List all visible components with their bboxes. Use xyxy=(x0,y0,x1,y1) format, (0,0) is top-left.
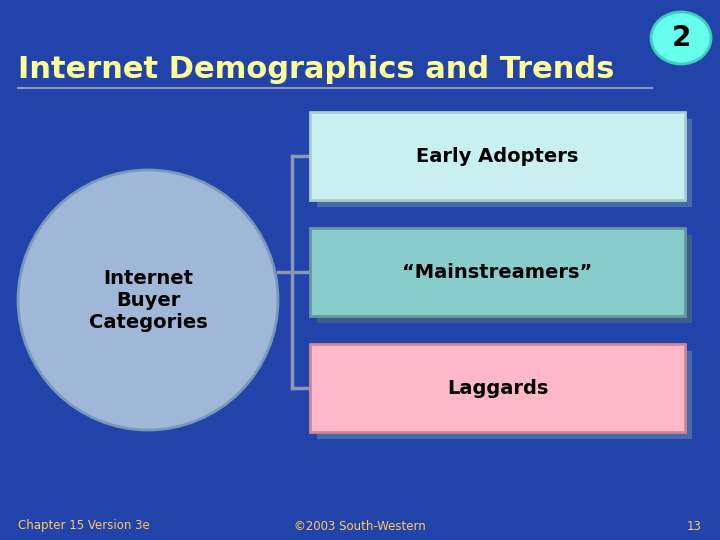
Text: Early Adopters: Early Adopters xyxy=(416,146,579,165)
FancyBboxPatch shape xyxy=(310,112,685,200)
Text: Internet
Buyer
Categories: Internet Buyer Categories xyxy=(89,268,207,332)
Ellipse shape xyxy=(651,12,711,64)
Text: Chapter 15 Version 3e: Chapter 15 Version 3e xyxy=(18,519,150,532)
FancyBboxPatch shape xyxy=(310,228,685,316)
FancyBboxPatch shape xyxy=(317,351,692,439)
FancyBboxPatch shape xyxy=(317,235,692,323)
Text: 2: 2 xyxy=(671,24,690,52)
Ellipse shape xyxy=(18,170,278,430)
FancyBboxPatch shape xyxy=(310,344,685,432)
Text: Laggards: Laggards xyxy=(447,379,548,397)
Text: “Mainstreamers”: “Mainstreamers” xyxy=(402,262,593,281)
Text: Internet Demographics and Trends: Internet Demographics and Trends xyxy=(18,55,614,84)
FancyBboxPatch shape xyxy=(317,119,692,207)
Text: ©2003 South-Western: ©2003 South-Western xyxy=(294,519,426,532)
Text: 13: 13 xyxy=(687,519,702,532)
